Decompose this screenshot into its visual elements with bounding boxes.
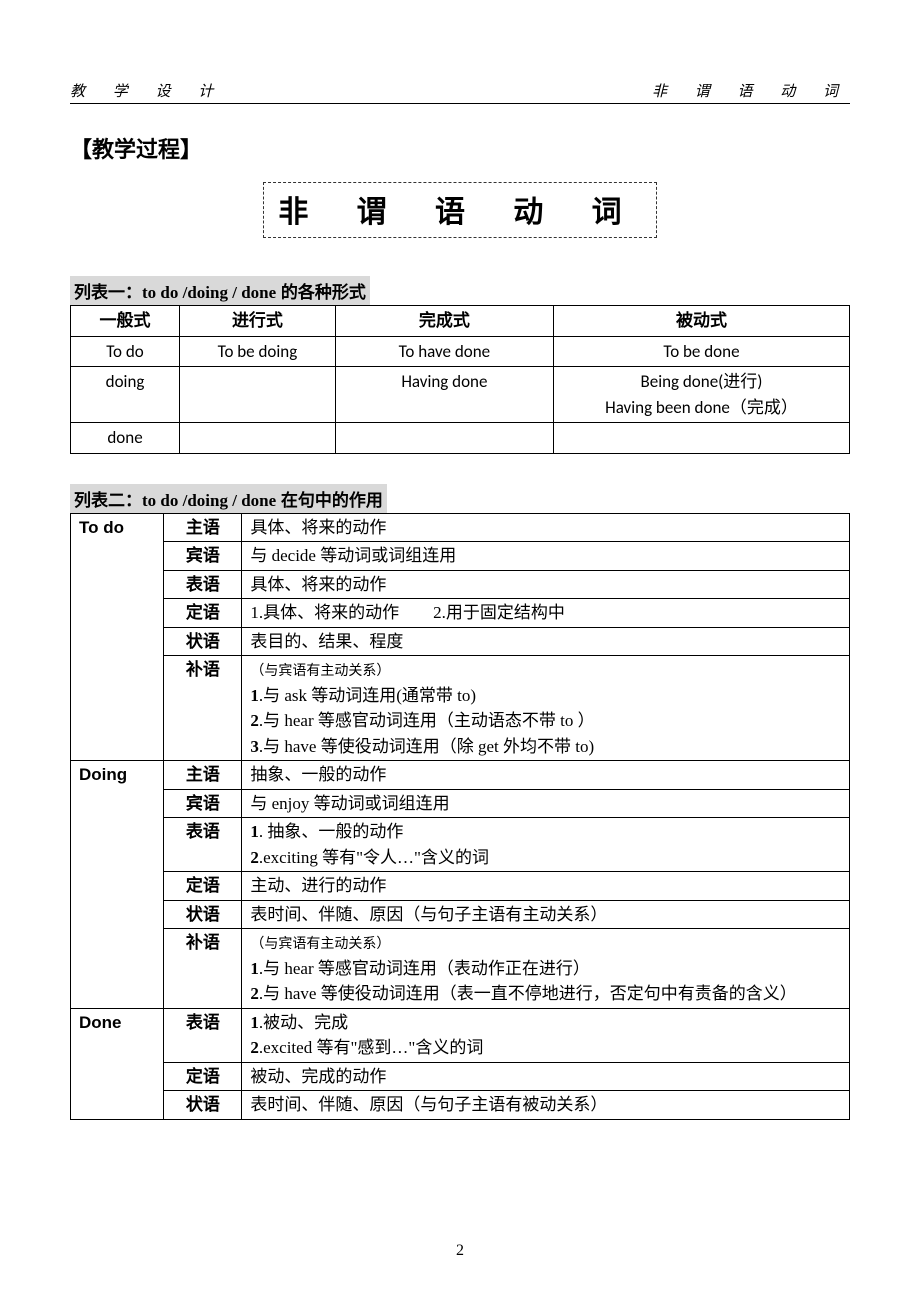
table-row: 宾语与 decide 等动词或词组连用: [71, 542, 850, 571]
cell: Having done: [335, 367, 553, 423]
desc-cell: 表时间、伴随、原因（与句子主语有主动关系）: [242, 900, 850, 929]
desc-cell: 1.被动、完成2.excited 等有"感到…"含义的词: [242, 1008, 850, 1062]
table1-caption-suffix: 的各种形式: [276, 283, 366, 302]
main-title: 非 谓 语 动 词: [263, 182, 656, 238]
th-passive: 被动式: [553, 306, 849, 337]
cell: [553, 423, 849, 454]
role-cell: 表语: [164, 818, 242, 872]
role-cell: 补语: [164, 929, 242, 1009]
table2-caption-wrap: 列表二：to do /doing / done 在句中的作用: [70, 476, 850, 513]
page-number: 2: [0, 1242, 920, 1260]
desc-cell: （与宾语有主动关系）1.与 ask 等动词连用(通常带 to)2.与 hear …: [242, 656, 850, 761]
role-cell: 状语: [164, 627, 242, 656]
table-row: To do主语具体、将来的动作: [71, 513, 850, 542]
role-cell: 主语: [164, 761, 242, 790]
page: 教 学 设 计 非 谓 语 动 词 【教学过程】 非 谓 语 动 词 列表一：t…: [0, 0, 920, 1300]
table-row: 宾语与 enjoy 等动词或词组连用: [71, 789, 850, 818]
table-row: Doing主语抽象、一般的动作: [71, 761, 850, 790]
table2-caption: 列表二：to do /doing / done 在句中的作用: [70, 484, 387, 513]
desc-cell: 抽象、一般的动作: [242, 761, 850, 790]
role-cell: 状语: [164, 1091, 242, 1120]
desc-cell: 与 decide 等动词或词组连用: [242, 542, 850, 571]
cell: To be done: [553, 336, 849, 367]
table-row: 补语（与宾语有主动关系）1.与 ask 等动词连用(通常带 to)2.与 hea…: [71, 656, 850, 761]
group-head: Doing: [71, 761, 164, 1009]
page-header: 教 学 设 计 非 谓 语 动 词: [70, 80, 850, 104]
desc-cell: 具体、将来的动作: [242, 513, 850, 542]
desc-cell: 表目的、结果、程度: [242, 627, 850, 656]
table-row: 补语（与宾语有主动关系）1.与 hear 等感官动词连用（表动作正在进行）2.与…: [71, 929, 850, 1009]
table1-caption-prefix: 列表一：: [74, 283, 142, 302]
table2-caption-prefix: 列表二：: [74, 491, 142, 510]
table-row: 定语1.具体、将来的动作 2.用于固定结构中: [71, 599, 850, 628]
table-row: 表语1. 抽象、一般的动作2.exciting 等有"令人…"含义的词: [71, 818, 850, 872]
table2-caption-suffix: 在句中的作用: [276, 491, 383, 510]
cell: [180, 367, 336, 423]
role-cell: 表语: [164, 570, 242, 599]
cell: [180, 423, 336, 454]
table-row: Done表语1.被动、完成2.excited 等有"感到…"含义的词: [71, 1008, 850, 1062]
table-row: 定语主动、进行的动作: [71, 872, 850, 901]
cell: doing: [71, 367, 180, 423]
desc-cell: 具体、将来的动作: [242, 570, 850, 599]
table-row: 状语表目的、结果、程度: [71, 627, 850, 656]
desc-cell: 主动、进行的动作: [242, 872, 850, 901]
cell: Being done(进行)Having been done（完成）: [553, 367, 849, 423]
desc-cell: （与宾语有主动关系）1.与 hear 等感官动词连用（表动作正在进行）2.与 h…: [242, 929, 850, 1009]
role-cell: 定语: [164, 872, 242, 901]
cell: done: [71, 423, 180, 454]
role-cell: 定语: [164, 599, 242, 628]
group-head: To do: [71, 513, 164, 761]
cell: To be doing: [180, 336, 336, 367]
role-cell: 宾语: [164, 542, 242, 571]
spacer: [70, 454, 850, 476]
cell: To have done: [335, 336, 553, 367]
table-row: done: [71, 423, 850, 454]
role-cell: 补语: [164, 656, 242, 761]
cell: [335, 423, 553, 454]
desc-cell: 1.具体、将来的动作 2.用于固定结构中: [242, 599, 850, 628]
cell: To do: [71, 336, 180, 367]
th-general: 一般式: [71, 306, 180, 337]
role-cell: 定语: [164, 1062, 242, 1091]
role-cell: 主语: [164, 513, 242, 542]
section-heading: 【教学过程】: [70, 132, 850, 164]
desc-cell: 被动、完成的动作: [242, 1062, 850, 1091]
table-forms: 一般式 进行式 完成式 被动式 To do To be doing To hav…: [70, 305, 850, 454]
table-row: 定语被动、完成的动作: [71, 1062, 850, 1091]
table2-caption-en: to do /doing / done: [142, 491, 276, 510]
table1-caption: 列表一：to do /doing / done 的各种形式: [70, 276, 370, 305]
table-row: 状语表时间、伴随、原因（与句子主语有主动关系）: [71, 900, 850, 929]
table1-caption-en: to do /doing / done: [142, 283, 276, 302]
role-cell: 表语: [164, 1008, 242, 1062]
desc-cell: 1. 抽象、一般的动作2.exciting 等有"令人…"含义的词: [242, 818, 850, 872]
table-row: doing Having done Being done(进行)Having b…: [71, 367, 850, 423]
desc-cell: 表时间、伴随、原因（与句子主语有被动关系）: [242, 1091, 850, 1120]
th-progressive: 进行式: [180, 306, 336, 337]
role-cell: 宾语: [164, 789, 242, 818]
header-left: 教 学 设 计: [70, 80, 225, 101]
table-row: To do To be doing To have done To be don…: [71, 336, 850, 367]
role-cell: 状语: [164, 900, 242, 929]
table-row: 状语表时间、伴随、原因（与句子主语有被动关系）: [71, 1091, 850, 1120]
th-perfect: 完成式: [335, 306, 553, 337]
table-row: 表语具体、将来的动作: [71, 570, 850, 599]
group-head: Done: [71, 1008, 164, 1119]
table-row: 一般式 进行式 完成式 被动式: [71, 306, 850, 337]
table1-caption-wrap: 列表一：to do /doing / done 的各种形式: [70, 268, 850, 305]
table-functions: To do主语具体、将来的动作宾语与 decide 等动词或词组连用表语具体、将…: [70, 513, 850, 1120]
header-right: 非 谓 语 动 词: [652, 80, 850, 101]
desc-cell: 与 enjoy 等动词或词组连用: [242, 789, 850, 818]
main-title-wrap: 非 谓 语 动 词: [70, 182, 850, 238]
